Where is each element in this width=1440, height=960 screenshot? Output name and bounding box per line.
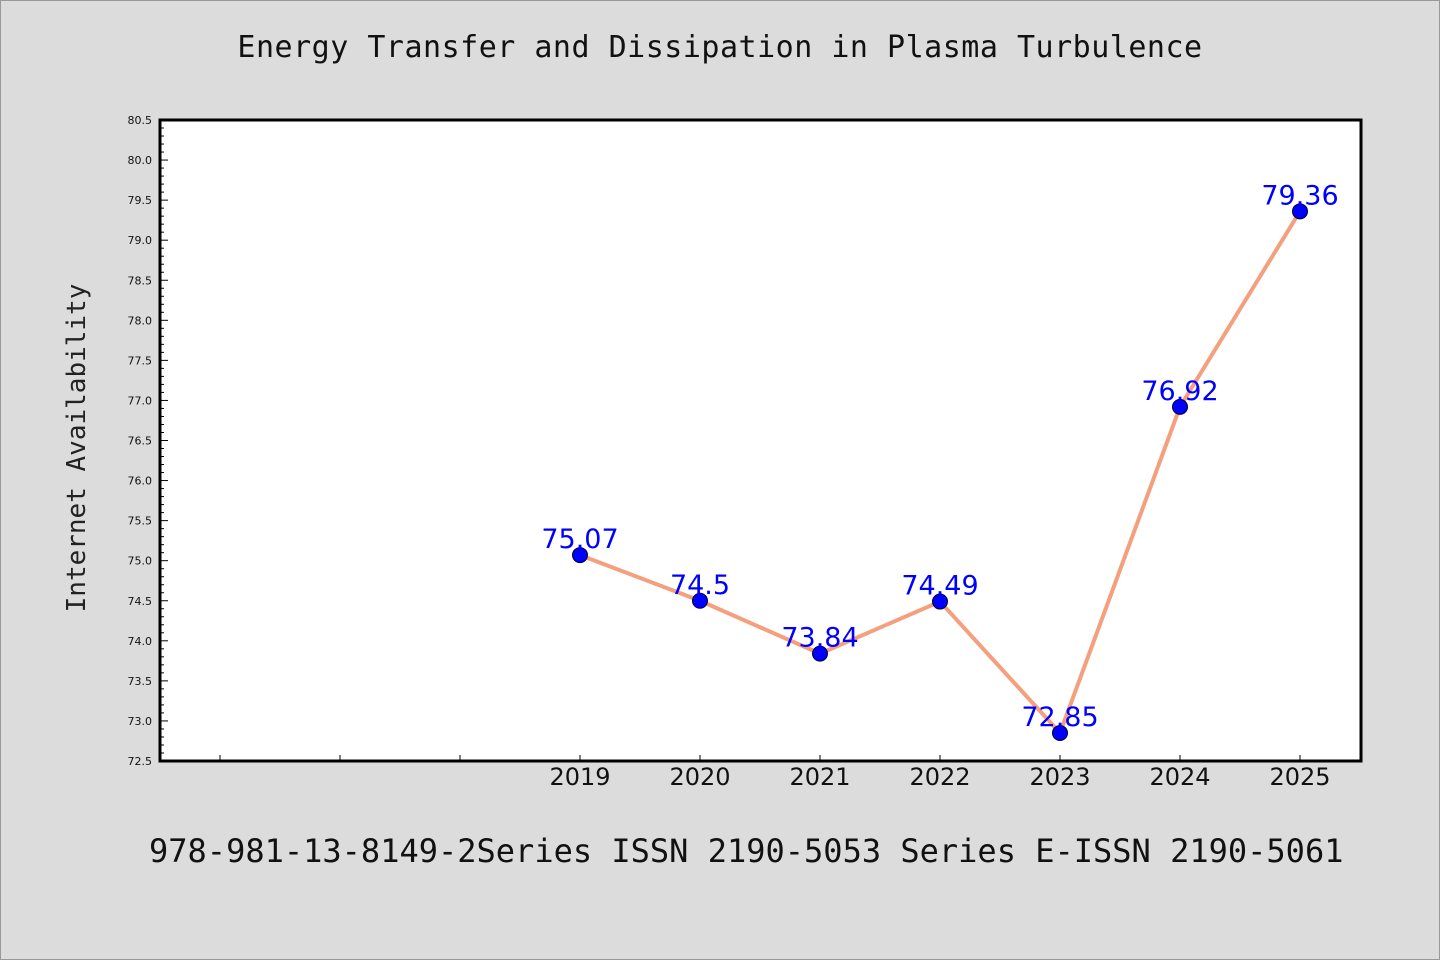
y-tick-label: 77.5 [128, 354, 153, 367]
data-point [1172, 398, 1188, 415]
x-tick-label: 2024 [1149, 763, 1210, 791]
data-point [812, 645, 828, 662]
data-label: 74.5 [670, 570, 730, 601]
chart-title: Energy Transfer and Dissipation in Plasm… [237, 30, 1203, 65]
data-point [692, 592, 708, 609]
plot-area [158, 118, 1363, 763]
x-tick-label: 2021 [789, 763, 850, 791]
y-tick-label: 78.0 [128, 314, 153, 327]
y-tick-label: 79.5 [128, 194, 153, 207]
x-tick-label: 2025 [1269, 763, 1330, 791]
y-tick-label: 74.0 [128, 635, 153, 648]
data-label: 74.49 [901, 571, 978, 602]
x-tick-label: 2020 [669, 763, 730, 791]
x-tick-label: 2023 [1029, 763, 1090, 791]
y-tick-label: 72.5 [128, 755, 153, 768]
y-tick-label: 76.5 [128, 435, 153, 448]
x-tick-label: 2019 [549, 763, 610, 791]
data-label: 75.07 [541, 524, 618, 555]
data-point [572, 547, 588, 564]
data-label: 79.36 [1261, 180, 1338, 211]
footer-text: 978-981-13-8149-2Series ISSN 2190-5053 S… [149, 832, 1344, 870]
data-label: 72.85 [1021, 702, 1098, 733]
y-tick-label: 73.5 [128, 675, 153, 688]
data-label: 73.84 [781, 623, 858, 654]
data-label: 76.92 [1141, 376, 1218, 407]
y-tick-label: 78.5 [128, 274, 153, 287]
x-tick-label: 2022 [909, 763, 970, 791]
y-tick-label: 76.0 [128, 475, 153, 488]
data-point [932, 593, 948, 610]
y-tick-label: 74.5 [128, 595, 153, 608]
y-tick-label: 75.0 [128, 555, 153, 568]
data-point [1052, 724, 1068, 741]
y-tick-label: 79.0 [128, 234, 153, 247]
y-tick-label: 80.0 [128, 154, 153, 167]
y-tick-label: 75.5 [128, 515, 153, 528]
y-tick-label: 77.0 [128, 394, 153, 407]
data-point [1292, 203, 1308, 220]
y-axis-label: Internet Availability [62, 284, 92, 613]
y-tick-label: 80.5 [128, 114, 153, 127]
y-tick-label: 73.0 [128, 715, 153, 728]
